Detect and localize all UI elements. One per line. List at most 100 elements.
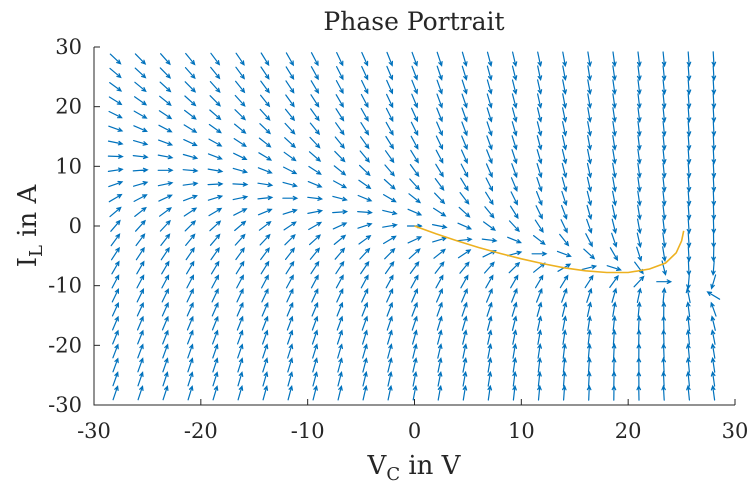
field-arrow: [186, 301, 194, 317]
field-arrow: [686, 384, 691, 401]
field-arrow: [586, 301, 592, 317]
field-arrow: [562, 315, 567, 331]
field-arrow: [387, 343, 393, 359]
field-arrow: [109, 82, 123, 92]
field-arrow: [457, 249, 472, 259]
field-arrow: [212, 357, 219, 373]
field-arrow: [332, 222, 348, 230]
field-arrow: [137, 315, 144, 331]
field-arrow: [187, 357, 194, 373]
field-arrow: [386, 51, 393, 67]
field-arrow: [212, 329, 219, 345]
field-arrow: [159, 67, 172, 79]
field-arrow: [661, 342, 666, 359]
field-arrow: [711, 190, 717, 207]
field-arrow: [587, 329, 592, 345]
field-arrow: [512, 384, 517, 401]
field-arrow: [262, 384, 269, 401]
field-arrow: [661, 162, 667, 179]
field-arrow: [435, 274, 444, 289]
field-arrow: [612, 162, 617, 179]
field-arrow: [312, 384, 318, 401]
field-arrow: [183, 207, 198, 217]
field-arrow: [360, 122, 370, 136]
field-arrow: [711, 162, 717, 179]
field-arrow: [334, 150, 346, 163]
field-arrow: [457, 222, 473, 230]
field-arrow: [711, 79, 717, 96]
field-arrow: [435, 149, 444, 164]
field-arrow: [362, 357, 368, 373]
field-arrow: [561, 162, 568, 179]
field-arrow: [307, 209, 324, 214]
y-tick-label: 20: [55, 95, 82, 119]
field-arrow: [661, 384, 666, 401]
field-arrow: [412, 357, 418, 373]
field-arrow: [134, 81, 147, 93]
field-arrow: [536, 177, 543, 193]
field-arrow: [357, 210, 373, 215]
field-arrow: [486, 107, 493, 123]
field-arrow: [212, 371, 219, 387]
field-arrow: [460, 163, 469, 178]
vector-field: [107, 51, 721, 401]
field-arrow: [636, 232, 642, 249]
field-arrow: [585, 233, 593, 248]
field-arrow: [210, 52, 221, 66]
field-arrow: [461, 121, 468, 137]
field-arrow: [383, 178, 396, 190]
field-arrow: [258, 137, 272, 148]
field-arrow: [184, 67, 196, 80]
field-arrow: [336, 301, 344, 317]
field-arrow: [512, 329, 518, 345]
field-arrow: [411, 287, 419, 303]
field-arrow: [411, 107, 419, 123]
field-arrow: [187, 329, 194, 345]
field-arrow: [437, 329, 443, 345]
field-arrow: [686, 148, 692, 165]
field-arrow: [409, 164, 420, 178]
field-arrow: [234, 123, 247, 134]
field-arrow: [232, 167, 249, 174]
field-arrow: [686, 176, 692, 193]
field-arrow: [433, 248, 446, 259]
field-arrow: [432, 236, 448, 243]
field-arrow: [661, 190, 667, 207]
field-arrow: [711, 232, 716, 249]
field-arrow: [336, 329, 343, 345]
field-arrow: [508, 261, 521, 274]
field-arrow: [636, 329, 642, 345]
field-arrow: [486, 315, 493, 331]
field-arrow: [285, 247, 296, 260]
x-tick-label: -30: [77, 419, 111, 443]
field-arrow: [537, 65, 543, 82]
field-arrow: [235, 80, 246, 94]
field-arrow: [335, 122, 345, 136]
field-arrow: [209, 220, 222, 232]
field-arrow: [637, 190, 642, 207]
field-arrow: [357, 194, 373, 202]
field-arrow: [612, 190, 617, 207]
field-arrow: [656, 279, 673, 284]
field-arrow: [562, 356, 567, 373]
field-arrow: [184, 109, 197, 120]
field-arrow: [612, 301, 617, 317]
field-arrow: [159, 219, 171, 232]
field-arrow: [112, 385, 119, 401]
field-arrow: [686, 342, 691, 359]
field-arrow: [108, 180, 124, 188]
field-arrow: [182, 153, 199, 160]
field-arrow: [262, 343, 269, 359]
field-arrow: [483, 221, 496, 231]
field-arrow: [108, 96, 123, 106]
field-arrow: [487, 370, 493, 387]
field-arrow: [636, 342, 642, 359]
field-arrow: [611, 204, 617, 221]
field-arrow: [436, 287, 443, 303]
field-arrow: [186, 315, 194, 331]
field-arrow: [587, 65, 592, 82]
field-arrow: [234, 94, 246, 107]
field-arrow: [333, 165, 347, 176]
field-arrow: [260, 80, 270, 94]
field-arrow: [384, 247, 396, 260]
